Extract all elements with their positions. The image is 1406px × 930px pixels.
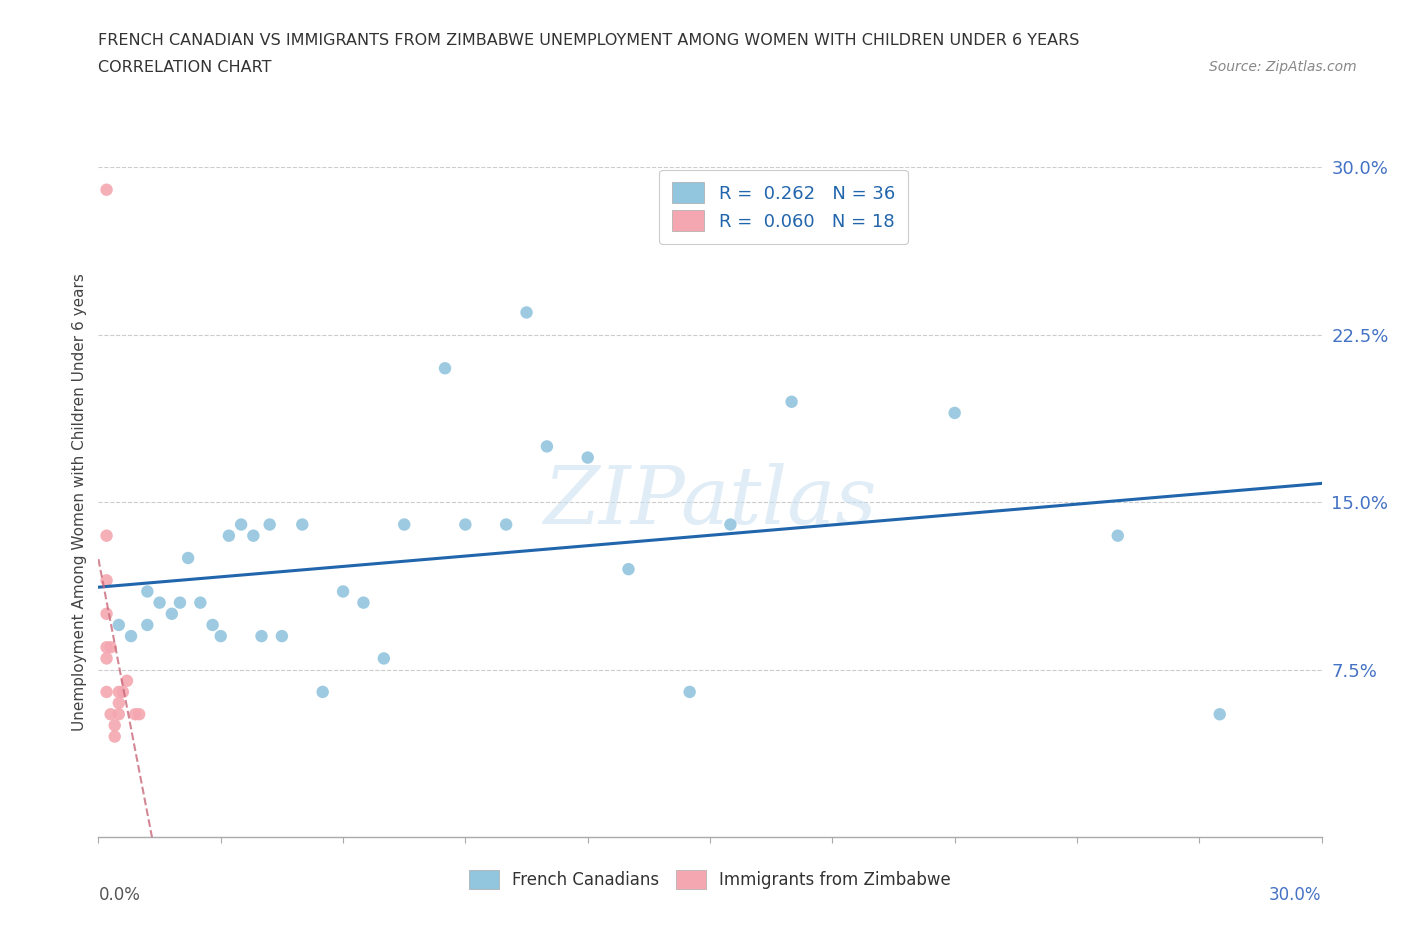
Point	[100, 707, 122, 722]
Point	[536, 439, 558, 454]
Point	[718, 517, 742, 532]
Point	[218, 528, 240, 543]
Text: CORRELATION CHART: CORRELATION CHART	[98, 60, 271, 75]
Point	[943, 405, 966, 420]
Point	[373, 651, 395, 666]
Point	[96, 640, 118, 655]
Point	[124, 707, 146, 722]
Point	[516, 305, 538, 320]
Text: Source: ZipAtlas.com: Source: ZipAtlas.com	[1209, 60, 1357, 74]
Point	[291, 517, 314, 532]
Point	[231, 517, 253, 532]
Legend: French Canadians, Immigrants from Zimbabwe: French Canadians, Immigrants from Zimbab…	[463, 863, 957, 896]
Point	[495, 517, 517, 532]
Point	[115, 673, 138, 688]
Point	[576, 450, 599, 465]
Point	[169, 595, 191, 610]
Point	[392, 517, 416, 532]
Point	[1209, 707, 1232, 722]
Text: FRENCH CANADIAN VS IMMIGRANTS FROM ZIMBABWE UNEMPLOYMENT AMONG WOMEN WITH CHILDR: FRENCH CANADIAN VS IMMIGRANTS FROM ZIMBA…	[98, 33, 1080, 47]
Point	[209, 629, 232, 644]
Point	[108, 618, 131, 632]
Point	[120, 629, 142, 644]
Point	[312, 684, 335, 699]
Point	[259, 517, 281, 532]
Text: ZIPatlas: ZIPatlas	[543, 463, 877, 541]
Point	[454, 517, 477, 532]
Y-axis label: Unemployment Among Women with Children Under 6 years: Unemployment Among Women with Children U…	[72, 273, 87, 731]
Point	[104, 729, 127, 744]
Point	[242, 528, 264, 543]
Point	[96, 684, 118, 699]
Text: 0.0%: 0.0%	[98, 886, 141, 904]
Point	[188, 595, 212, 610]
Point	[160, 606, 183, 621]
Point	[149, 595, 172, 610]
Text: 30.0%: 30.0%	[1270, 886, 1322, 904]
Point	[780, 394, 803, 409]
Point	[96, 606, 118, 621]
Point	[96, 528, 118, 543]
Point	[96, 651, 118, 666]
Point	[136, 618, 159, 632]
Point	[177, 551, 200, 565]
Point	[108, 707, 131, 722]
Point	[100, 640, 122, 655]
Point	[96, 182, 118, 197]
Point	[108, 696, 131, 711]
Point	[679, 684, 702, 699]
Point	[250, 629, 273, 644]
Point	[617, 562, 640, 577]
Point	[201, 618, 224, 632]
Point	[111, 684, 134, 699]
Point	[96, 573, 118, 588]
Point	[434, 361, 457, 376]
Point	[136, 584, 159, 599]
Point	[108, 684, 131, 699]
Point	[352, 595, 374, 610]
Point	[128, 707, 150, 722]
Point	[332, 584, 354, 599]
Point	[270, 629, 294, 644]
Point	[1107, 528, 1129, 543]
Point	[104, 718, 127, 733]
